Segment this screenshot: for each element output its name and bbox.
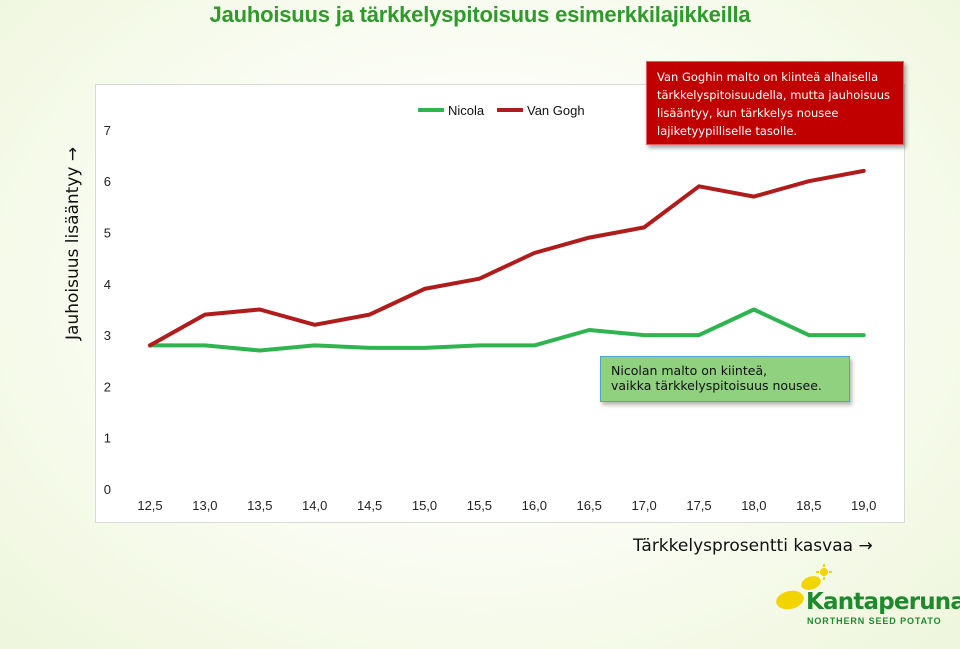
y-tick-label: 6 [104, 174, 111, 189]
van-gogh-annotation-line: lisääntyy, kun tärkkelys nousee [657, 106, 839, 120]
x-axis-label: Tärkkelysprosentti kasvaa → [633, 536, 873, 556]
x-tick-label: 18,0 [741, 498, 766, 513]
y-tick-label: 3 [104, 328, 111, 343]
van-gogh-annotation-line: tärkkelyspitoisuudella, mutta jauhoisuus [657, 88, 891, 102]
y-tick-label: 7 [104, 123, 111, 138]
y-axis-label: Jauhoisuus lisääntyy → [63, 146, 83, 340]
y-tick-label: 2 [104, 379, 111, 394]
x-tick-label: 18,5 [796, 498, 821, 513]
y-tick-label: 4 [104, 277, 111, 292]
nicola-annotation: Nicolan malto on kiinteä, vaikka tärkkel… [600, 356, 850, 402]
legend-label: Van Gogh [527, 103, 585, 118]
plot-area [95, 84, 905, 523]
x-tick-label: 14,0 [302, 498, 327, 513]
x-tick-label: 16,5 [577, 498, 602, 513]
x-tick-label: 15,0 [412, 498, 437, 513]
y-tick-label: 1 [104, 431, 111, 446]
x-tick-label: 15,5 [467, 498, 492, 513]
x-tick-label: 19,0 [851, 498, 876, 513]
van-gogh-annotation-line: Van Goghin malto on kiinteä alhaisella [657, 70, 879, 84]
x-tick-label: 16,0 [522, 498, 547, 513]
van-gogh-annotation: Van Goghin malto on kiinteä alhaisella t… [646, 61, 904, 145]
y-tick-label: 5 [104, 226, 111, 241]
legend-label: Nicola [448, 103, 485, 118]
nicola-annotation-line: vaikka tärkkelyspitoisuus nousee. [611, 378, 822, 393]
y-tick-label: 0 [104, 482, 111, 497]
van-gogh-annotation-line: lajiketyypilliselle tasolle. [657, 124, 798, 138]
x-tick-label: 13,0 [192, 498, 217, 513]
potato-sun-logo-icon [776, 564, 832, 610]
x-tick-label: 17,5 [686, 498, 711, 513]
page-title: Jauhoisuus ja tärkkelyspitoisuus esimerk… [209, 2, 751, 27]
series-line-van-gogh [148, 168, 866, 348]
x-tick-label: 17,0 [631, 498, 656, 513]
nicola-annotation-line: Nicolan malto on kiinteä, [611, 363, 768, 378]
logo-wordmark: Kantaperuna [806, 589, 960, 615]
x-tick-label: 13,5 [247, 498, 272, 513]
x-tick-label: 12,5 [137, 498, 162, 513]
series-line-nicola [148, 307, 866, 353]
logo-tagline: NORTHERN SEED POTATO [807, 616, 942, 626]
x-tick-label: 14,5 [357, 498, 382, 513]
